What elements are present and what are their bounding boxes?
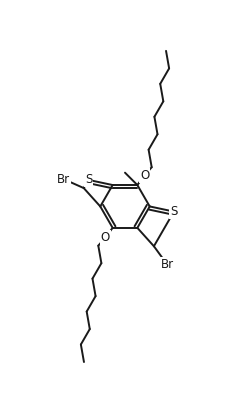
Text: Br: Br — [160, 258, 173, 271]
Text: O: O — [100, 231, 110, 244]
Text: Br: Br — [57, 172, 70, 185]
Text: O: O — [140, 168, 149, 182]
Text: S: S — [170, 205, 177, 218]
Text: S: S — [85, 173, 92, 187]
